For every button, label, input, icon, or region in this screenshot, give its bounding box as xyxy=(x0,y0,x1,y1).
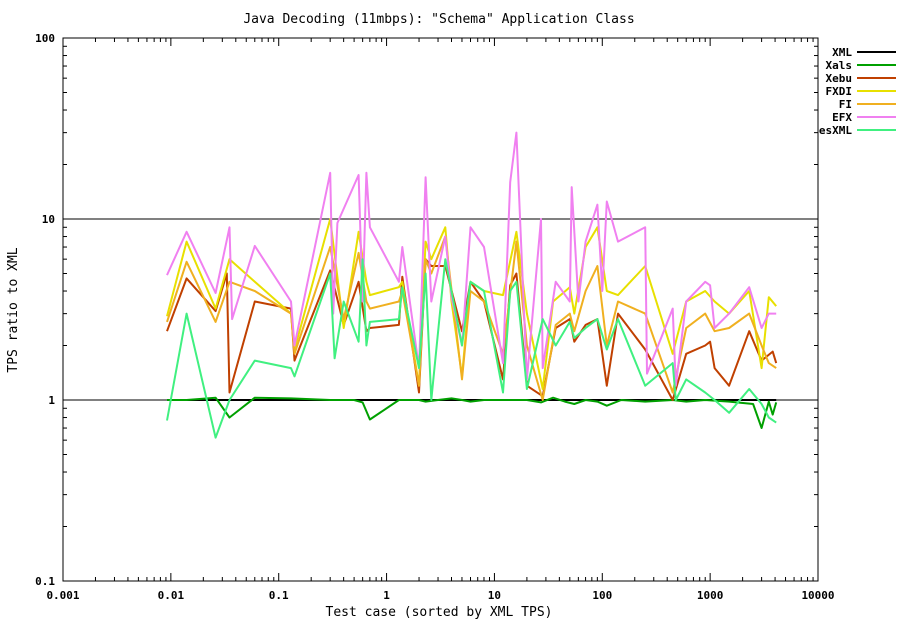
legend-label: FI xyxy=(839,98,852,111)
legend-label: Xals xyxy=(826,59,853,72)
x-tick-label: 100 xyxy=(592,589,612,602)
x-tick-label: 0.1 xyxy=(269,589,289,602)
series-line-xebu xyxy=(166,258,778,401)
y-tick-label: 100 xyxy=(35,32,55,45)
x-tick-label: 10 xyxy=(488,589,501,602)
plot-border xyxy=(62,37,819,582)
series-line-efx xyxy=(166,131,777,387)
x-axis-label: Test case (sorted by XML TPS) xyxy=(326,605,553,620)
legend-label: esXML xyxy=(819,124,852,137)
series-line-xals xyxy=(167,396,778,429)
x-tick-label: 10000 xyxy=(801,589,834,602)
series-line-esxml xyxy=(166,258,777,439)
x-tick-label: 1 xyxy=(383,589,390,602)
chart-title: Java Decoding (11mbps): "Schema" Applica… xyxy=(243,12,634,27)
legend-label: Xebu xyxy=(826,72,853,85)
series-line-fxdi xyxy=(166,218,777,390)
y-axis-label: TPS ratio to XML xyxy=(6,247,21,372)
x-tick-label: 0.01 xyxy=(158,589,185,602)
series-line-fi xyxy=(166,235,777,401)
x-tick-label: 0.001 xyxy=(46,589,79,602)
y-tick-label: 10 xyxy=(42,213,55,226)
series-group xyxy=(166,131,778,439)
legend-label: EFX xyxy=(832,111,852,124)
legend-label: XML xyxy=(832,46,852,59)
y-tick-label: 1 xyxy=(48,394,55,407)
y-tick-label: 0.1 xyxy=(35,575,55,588)
x-tick-label: 1000 xyxy=(697,589,724,602)
axis-ticks: 0.001 0.01 0.1 1 10 100 1000 10000 0.1 1 10 100 xyxy=(35,32,834,602)
legend-label: FXDI xyxy=(826,85,853,98)
